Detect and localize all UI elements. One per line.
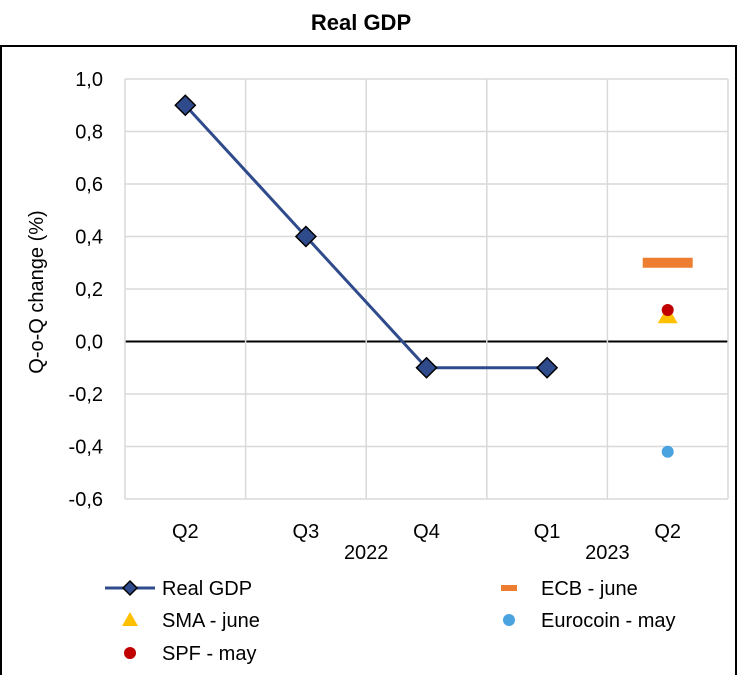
y-tick-label: -0,2 [69, 384, 103, 406]
y-tick-label: 1,0 [75, 69, 103, 91]
real-gdp-point [294, 225, 317, 248]
y-axis-label: Q-o-Q change (%) [26, 210, 48, 373]
chart-title: Real GDP [310, 10, 412, 35]
year-label: 2022 [344, 542, 389, 564]
chart-frame [0, 45, 737, 675]
y-tick-label: -0,6 [69, 489, 103, 511]
spf-may-marker [661, 304, 674, 316]
x-tick-labels: Q2 Q3 Q4 Q1 Q2 2022 2023 [172, 521, 681, 564]
x-tick-label: Q3 [293, 521, 320, 543]
real-gdp-point [536, 356, 559, 379]
y-tick-label: 0,4 [75, 227, 103, 249]
y-tick-labels: 1,0 0,8 0,6 0,4 0,2 0,0 -0,2 -0,4 -0,6 [69, 69, 103, 511]
x-tick-label: Q1 [534, 521, 561, 543]
y-tick-label: -0,4 [69, 437, 103, 459]
legend-circle-symbol [503, 614, 515, 626]
y-tick-label: 0,0 [75, 332, 103, 354]
legend-label: SPF - may [162, 643, 256, 665]
real-gdp-line [184, 104, 548, 370]
series-layer [174, 94, 693, 458]
grid [124, 78, 729, 500]
legend-label: ECB - june [541, 578, 638, 600]
y-tick-label: 0,2 [75, 279, 103, 301]
legend-diamond-symbol [121, 579, 139, 597]
legend-label: SMA - june [162, 610, 260, 632]
x-tick-label: Q4 [413, 521, 440, 543]
legend-triangle-symbol [122, 612, 138, 626]
real-gdp-point [174, 94, 197, 117]
legend-circle-symbol [124, 647, 136, 659]
y-tick-label: 0,6 [75, 174, 103, 196]
x-tick-label: Q2 [654, 521, 681, 543]
real-gdp-point [415, 356, 438, 379]
ecb-june-marker [642, 257, 693, 268]
eurocoin-may-marker [661, 445, 674, 458]
legend-label: Real GDP [162, 578, 252, 600]
y-tick-label: 0,8 [75, 122, 103, 144]
year-label: 2023 [585, 542, 630, 564]
legend: Real GDP ECB - june SMA - june Eurocoin - m… [105, 578, 676, 665]
legend-label: Eurocoin - may [541, 610, 676, 632]
legend-dash-symbol [501, 585, 517, 591]
x-tick-label: Q2 [172, 521, 199, 543]
